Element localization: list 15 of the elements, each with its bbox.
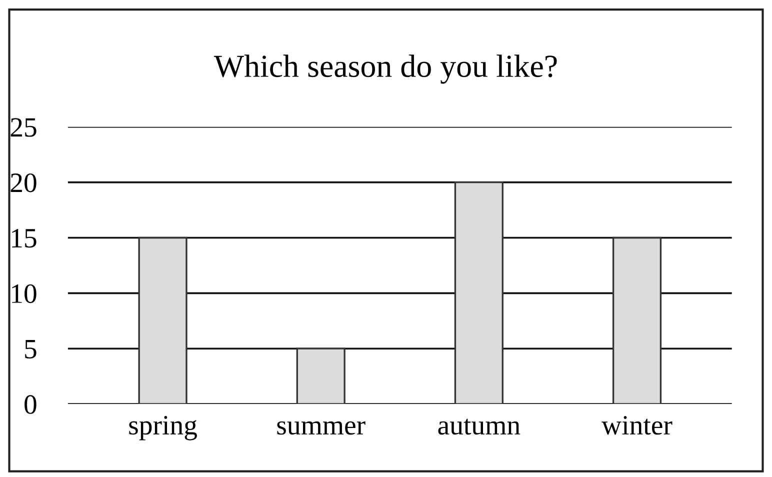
bar	[612, 236, 662, 404]
y-tick-label: 20	[10, 173, 36, 192]
y-tick-label: 25	[10, 118, 36, 137]
chart-title: Which season do you like?	[214, 54, 557, 84]
y-tick-label: 10	[12, 284, 36, 304]
x-tick-label: autumn	[438, 418, 520, 435]
x-tick-label: spring	[129, 416, 197, 440]
bar	[454, 181, 504, 404]
y-tick-label: 5	[25, 340, 36, 359]
y-tick-label: 15	[12, 229, 36, 248]
x-tick-label: winter	[602, 416, 672, 435]
bar	[296, 348, 346, 404]
x-tick-label: summer	[277, 421, 366, 435]
bar	[138, 236, 188, 404]
y-tick-label: 0	[24, 395, 36, 414]
